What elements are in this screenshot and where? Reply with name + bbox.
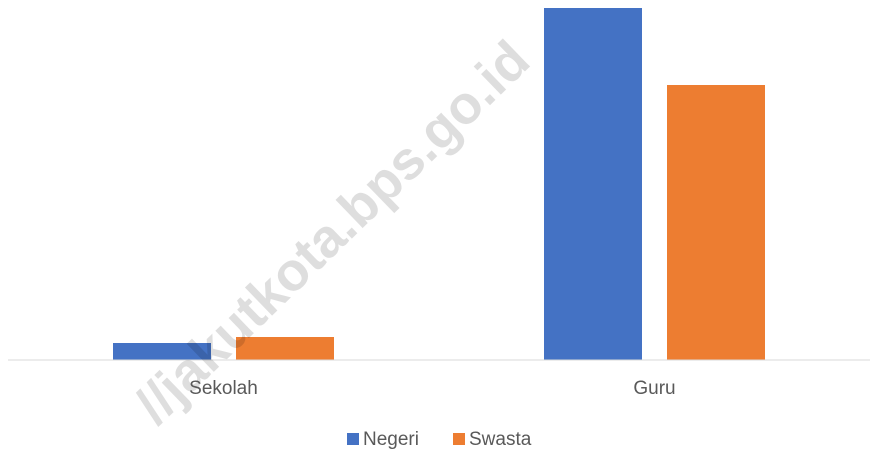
watermark: //jakutkota.bps.go.id xyxy=(124,29,541,435)
bar xyxy=(667,85,765,360)
legend-swatch xyxy=(347,433,359,445)
x-tick-label: Guru xyxy=(633,378,675,399)
legend-swatch xyxy=(453,433,465,445)
x-tick-label: Sekolah xyxy=(189,378,258,399)
bar xyxy=(236,337,334,360)
legend-label: Swasta xyxy=(469,429,532,450)
legend-label: Negeri xyxy=(363,429,419,450)
bar xyxy=(113,343,211,360)
bar xyxy=(544,8,642,360)
